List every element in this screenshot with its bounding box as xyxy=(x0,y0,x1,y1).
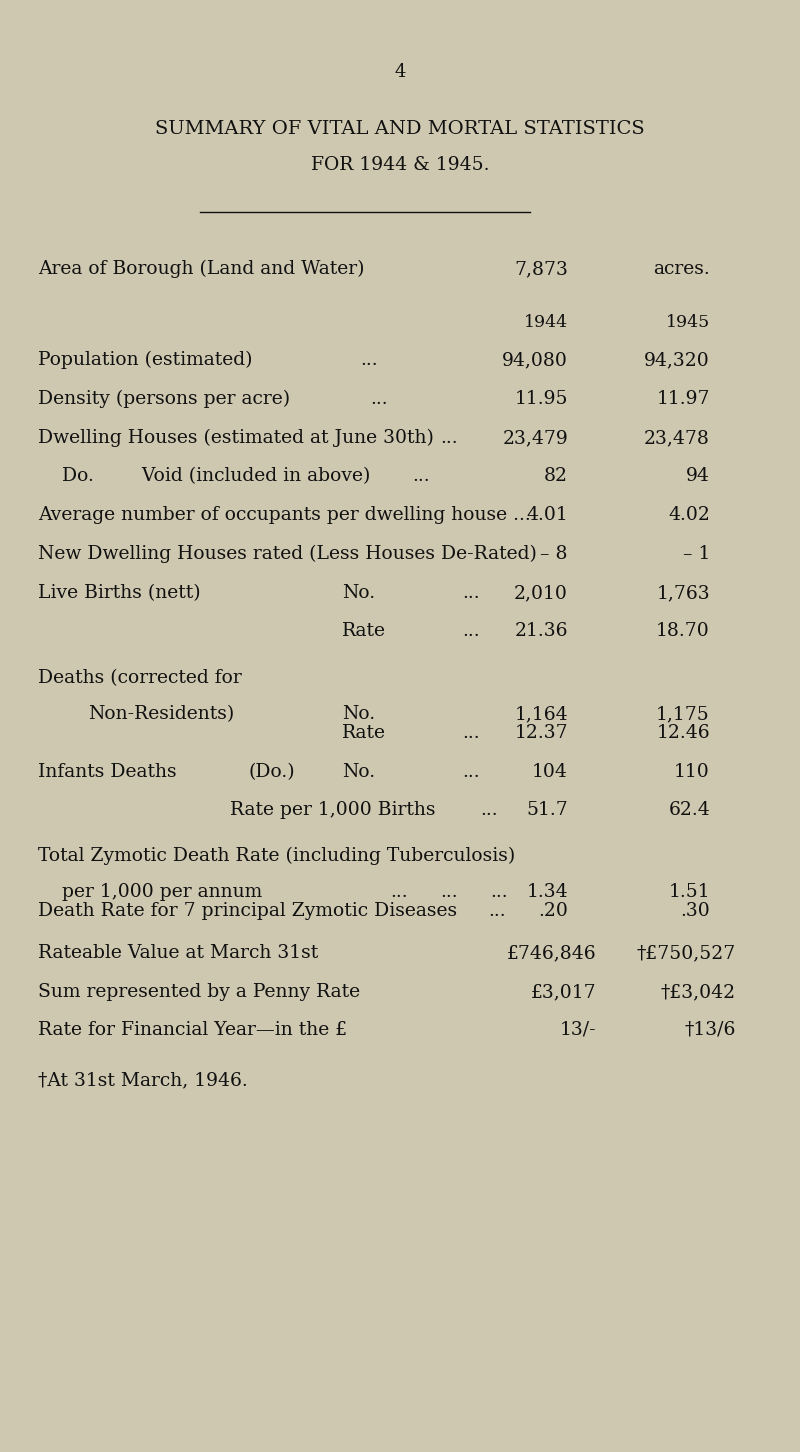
Text: ...: ... xyxy=(440,428,458,447)
Text: – 8: – 8 xyxy=(541,544,568,563)
Text: £746,846: £746,846 xyxy=(506,944,596,963)
Text: Area of Borough (Land and Water): Area of Borough (Land and Water) xyxy=(38,260,365,277)
Text: Rate per 1,000 Births: Rate per 1,000 Births xyxy=(230,802,435,819)
Text: ...: ... xyxy=(390,883,408,902)
Text: 94: 94 xyxy=(686,468,710,485)
Text: 94,320: 94,320 xyxy=(644,351,710,369)
Text: †At 31st March, 1946.: †At 31st March, 1946. xyxy=(38,1072,248,1089)
Text: 11.97: 11.97 xyxy=(657,391,710,408)
Text: Death Rate for 7 principal Zymotic Diseases: Death Rate for 7 principal Zymotic Disea… xyxy=(38,902,457,921)
Text: 1945: 1945 xyxy=(666,314,710,331)
Text: .30: .30 xyxy=(680,902,710,921)
Text: ...: ... xyxy=(490,883,508,902)
Text: 1,164: 1,164 xyxy=(514,706,568,723)
Text: Density (persons per acre): Density (persons per acre) xyxy=(38,389,290,408)
Text: ...: ... xyxy=(360,351,378,369)
Text: 82: 82 xyxy=(544,468,568,485)
Text: †13/6: †13/6 xyxy=(685,1021,736,1040)
Text: ...: ... xyxy=(440,883,458,902)
Text: 110: 110 xyxy=(674,762,710,781)
Text: ...: ... xyxy=(462,762,480,781)
Text: Deaths (corrected for: Deaths (corrected for xyxy=(38,669,242,687)
Text: Total Zymotic Death Rate (including Tuberculosis): Total Zymotic Death Rate (including Tube… xyxy=(38,847,515,865)
Text: Rate for Financial Year—in the £: Rate for Financial Year—in the £ xyxy=(38,1021,347,1040)
Text: 1,763: 1,763 xyxy=(656,584,710,603)
Text: acres.: acres. xyxy=(654,260,710,277)
Text: 23,479: 23,479 xyxy=(502,428,568,447)
Text: No.: No. xyxy=(342,706,375,723)
Text: Infants Deaths: Infants Deaths xyxy=(38,762,177,781)
Text: ...: ... xyxy=(488,902,506,921)
Text: Live Births (nett): Live Births (nett) xyxy=(38,584,201,603)
Text: †£3,042: †£3,042 xyxy=(661,983,736,1000)
Text: 104: 104 xyxy=(532,762,568,781)
Text: 11.95: 11.95 xyxy=(514,391,568,408)
Text: FOR 1944 & 1945.: FOR 1944 & 1945. xyxy=(310,155,490,174)
Text: 1.34: 1.34 xyxy=(526,883,568,902)
Text: Non-Residents): Non-Residents) xyxy=(88,706,234,723)
Text: No.: No. xyxy=(342,762,375,781)
Text: .20: .20 xyxy=(538,902,568,921)
Text: ...: ... xyxy=(480,802,498,819)
Text: ...: ... xyxy=(370,391,388,408)
Text: (Do.): (Do.) xyxy=(248,762,294,781)
Text: 21.36: 21.36 xyxy=(514,621,568,640)
Text: Rate: Rate xyxy=(342,621,386,640)
Text: 23,478: 23,478 xyxy=(644,428,710,447)
Text: per 1,000 per annum: per 1,000 per annum xyxy=(62,883,262,902)
Text: Average number of occupants per dwelling house ...: Average number of occupants per dwelling… xyxy=(38,505,530,524)
Text: New Dwelling Houses rated (Less Houses De-Rated): New Dwelling Houses rated (Less Houses D… xyxy=(38,544,537,563)
Text: ...: ... xyxy=(462,584,480,603)
Text: ...: ... xyxy=(462,621,480,640)
Text: Dwelling Houses (estimated at June 30th): Dwelling Houses (estimated at June 30th) xyxy=(38,428,434,447)
Text: 12.37: 12.37 xyxy=(514,725,568,742)
Text: £3,017: £3,017 xyxy=(530,983,596,1000)
Text: 13/-: 13/- xyxy=(559,1021,596,1040)
Text: 1,175: 1,175 xyxy=(656,706,710,723)
Text: Population (estimated): Population (estimated) xyxy=(38,351,253,369)
Text: 18.70: 18.70 xyxy=(656,621,710,640)
Text: 7,873: 7,873 xyxy=(514,260,568,277)
Text: 4: 4 xyxy=(394,62,406,81)
Text: Do.        Void (included in above): Do. Void (included in above) xyxy=(62,468,370,485)
Text: 1944: 1944 xyxy=(524,314,568,331)
Text: 2,010: 2,010 xyxy=(514,584,568,603)
Text: 1.51: 1.51 xyxy=(668,883,710,902)
Text: 94,080: 94,080 xyxy=(502,351,568,369)
Text: 62.4: 62.4 xyxy=(668,802,710,819)
Text: 4.01: 4.01 xyxy=(526,505,568,524)
Text: ...: ... xyxy=(462,725,480,742)
Text: Sum represented by a Penny Rate: Sum represented by a Penny Rate xyxy=(38,983,360,1000)
Text: No.: No. xyxy=(342,584,375,603)
Text: SUMMARY OF VITAL AND MORTAL STATISTICS: SUMMARY OF VITAL AND MORTAL STATISTICS xyxy=(155,121,645,138)
Text: Rateable Value at March 31st: Rateable Value at March 31st xyxy=(38,944,318,963)
Text: 51.7: 51.7 xyxy=(526,802,568,819)
Text: 4.02: 4.02 xyxy=(668,505,710,524)
Text: Rate: Rate xyxy=(342,725,386,742)
Text: – 1: – 1 xyxy=(682,544,710,563)
Text: ...: ... xyxy=(412,468,430,485)
Text: †£750,527: †£750,527 xyxy=(637,944,736,963)
Text: 12.46: 12.46 xyxy=(656,725,710,742)
